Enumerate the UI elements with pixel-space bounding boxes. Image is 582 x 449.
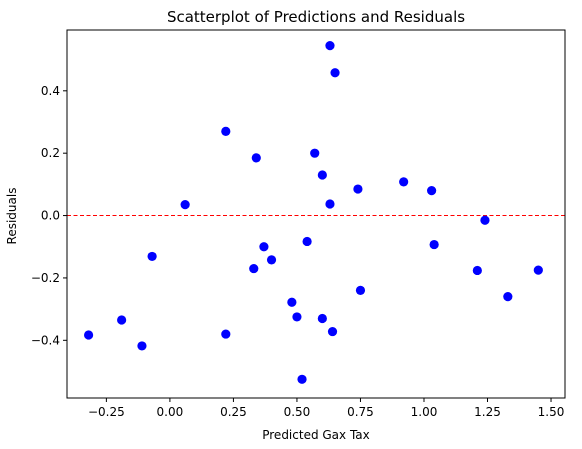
data-point-13 [297, 374, 307, 384]
plot-area: −0.25 0.00 0.25 0.50 0.75 1.00 1.25 1.50 −0.4 −0.… [31, 29, 566, 419]
data-point-22 [353, 184, 363, 194]
data-point-30 [533, 265, 543, 275]
data-point-26 [429, 239, 439, 250]
data-point-3 [147, 251, 157, 262]
y-axis-label: Residuals [5, 188, 19, 245]
data-point-6 [221, 329, 231, 339]
axes-frame [66, 29, 566, 399]
data-point-17 [317, 313, 327, 324]
data-point-5 [221, 126, 231, 136]
data-point-29 [503, 292, 513, 302]
data-point-23 [355, 285, 366, 296]
x-tick-label-4: 0.75 [347, 405, 374, 419]
data-point-2 [137, 341, 147, 351]
data-point-4 [180, 200, 190, 210]
data-point-1 [117, 315, 127, 325]
x-axis-label: Predicted Gax Tax [262, 428, 370, 442]
y-tick-label-4: 0.4 [41, 84, 60, 98]
x-tick-label-0: −0.25 [88, 405, 125, 419]
y-tick-label-3: 0.2 [41, 146, 60, 160]
data-point-8 [251, 153, 261, 163]
data-point-9 [259, 242, 269, 252]
y-tick-label-2: 0.0 [41, 209, 60, 223]
data-point-14 [302, 236, 312, 247]
data-point-10 [266, 255, 277, 265]
data-point-28 [480, 215, 490, 225]
data-point-24 [399, 177, 409, 187]
data-point-21 [330, 68, 340, 78]
data-point-16 [317, 170, 327, 180]
data-point-18 [325, 40, 335, 51]
data-point-20 [327, 326, 338, 337]
y-tick-label-0: −0.4 [31, 333, 60, 347]
y-tick-label-1: −0.2 [31, 271, 60, 285]
x-tick-label-5: 1.00 [411, 405, 438, 419]
data-point-15 [310, 148, 320, 158]
data-point-19 [325, 199, 335, 209]
x-tick-label-2: 0.25 [220, 405, 247, 419]
data-point-25 [427, 186, 437, 196]
data-point-0 [83, 330, 94, 340]
data-point-12 [292, 312, 302, 322]
x-tick-label-1: 0.00 [157, 405, 184, 419]
data-point-7 [249, 263, 259, 274]
data-point-27 [472, 265, 482, 276]
x-tick-label-7: 1.50 [538, 405, 565, 419]
data-point-11 [287, 297, 297, 307]
chart-title: Scatterplot of Predictions and Residuals [167, 8, 465, 26]
x-tick-label-3: 0.50 [284, 405, 311, 419]
x-tick-label-6: 1.25 [474, 405, 501, 419]
